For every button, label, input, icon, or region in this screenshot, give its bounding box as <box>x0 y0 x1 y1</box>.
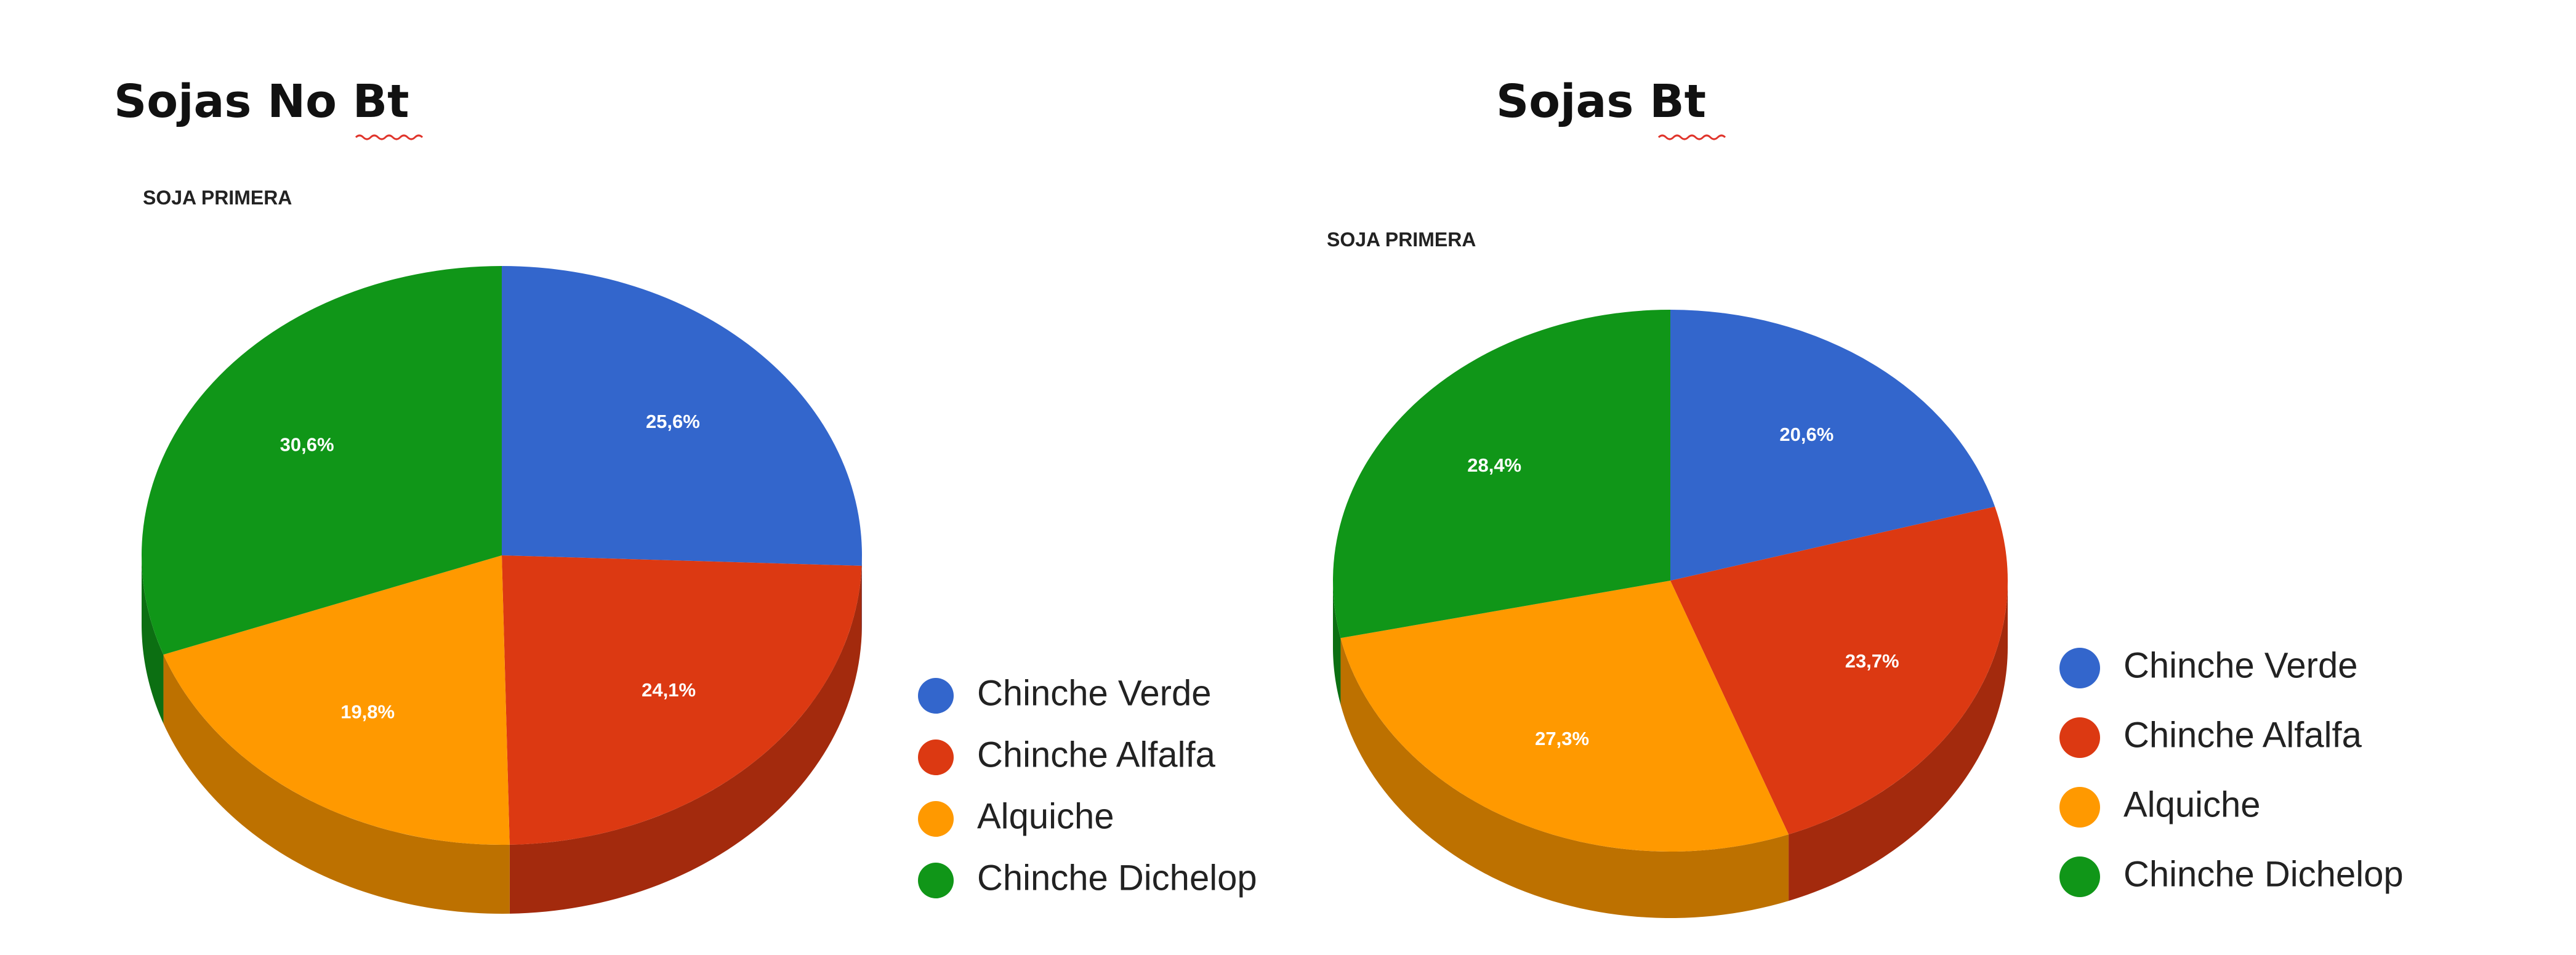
data-labels: 20,6% 23,7% 27,3% 28,4% <box>1467 424 1899 749</box>
data-label-alquiche: 19,8% <box>340 701 395 722</box>
slice-alquiche <box>1340 581 1789 852</box>
legend: Chinche Verde Chinche Alfalfa Alquiche Chin… <box>2059 645 2404 897</box>
legend-marker-chinche-dichelop <box>918 863 954 898</box>
legend-label-chinche-dichelop: Chinche Dichelop <box>977 858 1257 898</box>
legend-label-alquiche: Alquiche <box>977 796 1114 836</box>
slice-side-chinche-dichelop <box>142 555 164 724</box>
data-label-chinche-dichelop: 28,4% <box>1467 454 1521 476</box>
pie <box>142 266 863 914</box>
data-label-chinche-alfalfa: 23,7% <box>1845 650 1899 672</box>
slice-side-chinche-alfalfa <box>1789 581 2008 901</box>
spellcheck-underline <box>1657 134 1726 140</box>
data-label-alquiche: 27,3% <box>1535 728 1589 749</box>
legend-marker-chinche-dichelop <box>2059 856 2100 897</box>
legend-label-chinche-alfalfa: Chinche Alfalfa <box>977 735 1216 775</box>
slice-chinche-verde <box>1670 310 1995 581</box>
slice-chinche-alfalfa <box>1670 506 2008 835</box>
legend-label-chinche-verde: Chinche Verde <box>977 673 1211 713</box>
legend-marker-alquiche <box>2059 787 2100 828</box>
data-label-chinche-verde: 25,6% <box>646 411 700 432</box>
data-label-chinche-alfalfa: 24,1% <box>642 679 696 701</box>
legend-label-chinche-dichelop: Chinche Dichelop <box>2123 854 2404 894</box>
slice-chinche-dichelop <box>1333 310 1670 639</box>
data-label-chinche-dichelop: 30,6% <box>280 433 334 455</box>
legend: Chinche Verde Chinche Alfalfa Alquiche Chin… <box>918 673 1257 898</box>
legend-label-alquiche: Alquiche <box>2123 784 2260 824</box>
slice-chinche-alfalfa <box>502 555 862 845</box>
spellcheck-underline <box>355 134 424 140</box>
slice-side-alquiche <box>163 655 510 914</box>
legend-marker-chinche-verde <box>918 678 954 714</box>
chart-heading: Sojas Bt <box>1496 75 1706 128</box>
slice-side-chinche-dichelop <box>1333 581 1341 705</box>
slice-alquiche <box>163 555 510 845</box>
slice-chinche-dichelop <box>142 266 502 655</box>
data-labels: 25,6% 24,1% 19,8% 30,6% <box>280 411 700 722</box>
chart-heading: Sojas No Bt <box>114 75 409 128</box>
legend-marker-alquiche <box>918 801 954 837</box>
legend-label-chinche-alfalfa: Chinche Alfalfa <box>2123 715 2362 755</box>
slice-chinche-verde <box>502 266 863 566</box>
slice-side-chinche-alfalfa <box>509 565 862 914</box>
legend-marker-chinche-verde <box>2059 648 2100 688</box>
legend-label-chinche-verde: Chinche Verde <box>2123 645 2357 685</box>
chart-sojas-bt: Sojas Bt SOJA PRIMERA 20,6% 23,7% 27,3% 28,… <box>1327 75 2404 918</box>
pie <box>1333 310 2008 918</box>
chart-title: SOJA PRIMERA <box>1327 228 1476 251</box>
chart-sojas-no-bt: Sojas No Bt SOJA PRIMERA 25,6% 24,1% 19,8%… <box>114 75 1257 914</box>
slice-side-alquiche <box>1340 638 1789 918</box>
data-label-chinche-verde: 20,6% <box>1779 424 1833 445</box>
legend-marker-chinche-alfalfa <box>918 739 954 775</box>
chart-title: SOJA PRIMERA <box>143 187 292 209</box>
legend-marker-chinche-alfalfa <box>2059 717 2100 758</box>
